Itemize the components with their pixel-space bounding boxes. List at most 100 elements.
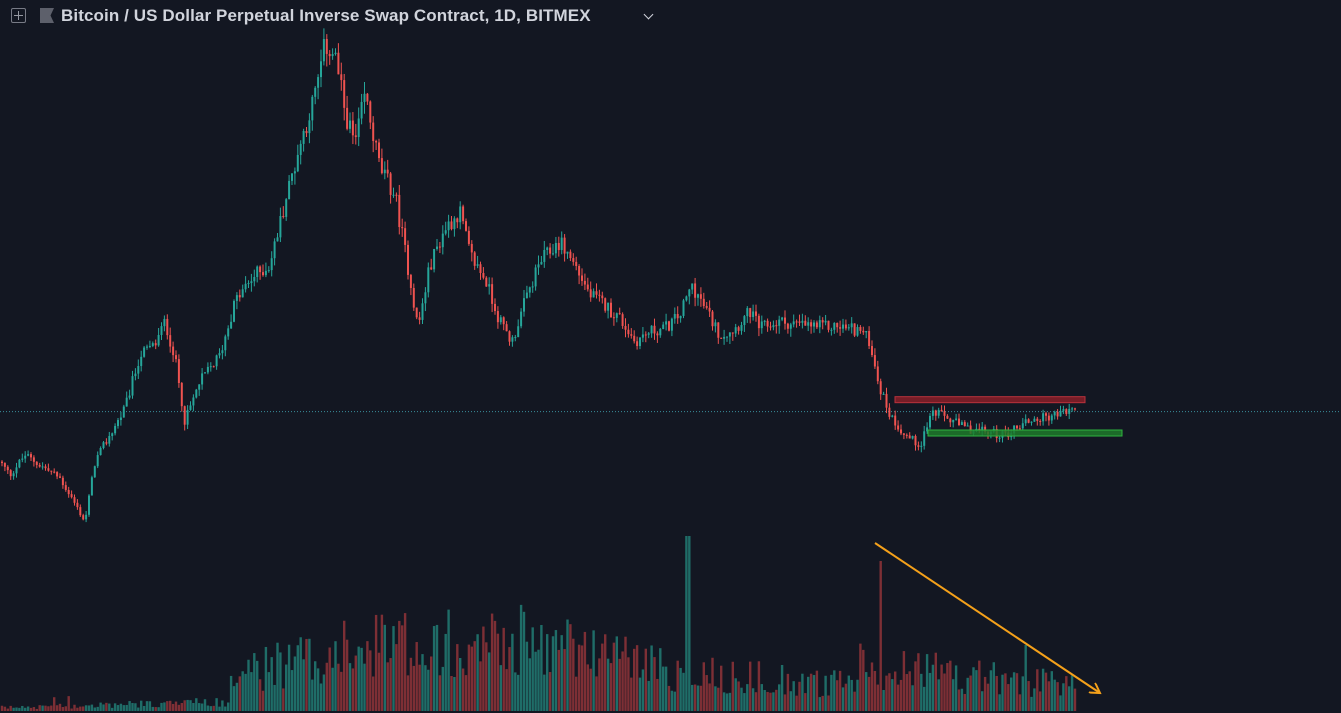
candle bbox=[407, 240, 409, 280]
volume-bar bbox=[221, 700, 224, 711]
volume-bar bbox=[398, 620, 401, 711]
volume-bar bbox=[314, 661, 317, 711]
candle bbox=[853, 323, 856, 338]
volume-downtrend-arrow[interactable] bbox=[874, 542, 1100, 693]
volume-bar bbox=[914, 661, 917, 711]
candle bbox=[96, 451, 99, 469]
candle bbox=[792, 314, 795, 328]
volume-bar bbox=[946, 663, 949, 711]
candle bbox=[726, 336, 728, 342]
volume-bar bbox=[517, 674, 520, 711]
candle bbox=[1033, 416, 1036, 422]
volume-bar bbox=[786, 673, 790, 711]
volume-bar bbox=[496, 633, 500, 711]
candle bbox=[807, 317, 810, 332]
candle bbox=[537, 255, 540, 275]
candle bbox=[235, 292, 238, 310]
candle bbox=[88, 494, 90, 517]
volume-bars bbox=[0, 536, 1077, 711]
candle bbox=[270, 251, 273, 277]
volume-bar bbox=[1001, 674, 1004, 711]
volume-bar bbox=[969, 675, 972, 711]
candle bbox=[18, 458, 21, 469]
volume-bar bbox=[24, 707, 27, 711]
volume-bar bbox=[441, 666, 444, 711]
volume-bar bbox=[894, 671, 897, 711]
candle bbox=[636, 336, 639, 350]
candle bbox=[662, 321, 665, 330]
volume-bar bbox=[952, 679, 955, 711]
volume-bar bbox=[360, 647, 363, 711]
flag-icon[interactable] bbox=[40, 8, 54, 23]
volume-bar bbox=[528, 658, 531, 711]
candle bbox=[285, 198, 288, 221]
volume-bar bbox=[656, 678, 659, 711]
volume-bar bbox=[815, 670, 819, 711]
volume-bar bbox=[508, 647, 511, 711]
resistance-zone[interactable] bbox=[894, 396, 1086, 404]
candle bbox=[1042, 409, 1045, 426]
candle bbox=[604, 297, 607, 313]
candle bbox=[778, 315, 781, 334]
support-zone[interactable] bbox=[927, 429, 1123, 437]
candle bbox=[485, 276, 488, 287]
candle bbox=[291, 173, 293, 185]
volume-bar bbox=[1073, 688, 1077, 711]
candle bbox=[27, 450, 30, 457]
volume-bar bbox=[882, 689, 885, 711]
volume-bar bbox=[989, 670, 993, 711]
candle bbox=[198, 384, 201, 396]
symbol-title[interactable]: Bitcoin / US Dollar Perpetual Inverse Sw… bbox=[61, 6, 591, 25]
volume-bar bbox=[305, 638, 308, 711]
volume-bar bbox=[427, 669, 430, 711]
volume-bar bbox=[409, 657, 413, 711]
candle bbox=[682, 298, 685, 319]
volume-bar bbox=[171, 703, 175, 711]
candle bbox=[641, 327, 644, 343]
volume-bar bbox=[241, 671, 244, 711]
candle bbox=[117, 417, 119, 429]
candle bbox=[528, 286, 531, 298]
candle bbox=[244, 276, 247, 293]
volume-bar bbox=[177, 704, 181, 711]
candle bbox=[911, 435, 914, 440]
candle bbox=[209, 362, 212, 372]
candle bbox=[320, 49, 322, 88]
candle bbox=[830, 327, 833, 336]
candle bbox=[276, 232, 279, 242]
candle bbox=[154, 339, 157, 350]
volume-bar bbox=[102, 704, 105, 711]
volume-bar bbox=[569, 624, 572, 711]
candle bbox=[450, 215, 453, 231]
candle bbox=[839, 320, 842, 336]
candle bbox=[201, 368, 204, 390]
volume-bar bbox=[754, 692, 758, 711]
candle bbox=[871, 340, 873, 358]
candle bbox=[3, 462, 6, 472]
candle bbox=[6, 465, 9, 474]
candle bbox=[41, 462, 44, 470]
candle bbox=[73, 494, 76, 506]
volume-bar bbox=[548, 672, 552, 711]
volume-bar bbox=[830, 674, 833, 711]
volume-bar bbox=[749, 661, 752, 711]
volume-bar bbox=[824, 675, 827, 711]
volume-bar bbox=[169, 700, 172, 711]
candle bbox=[943, 405, 946, 422]
volume-bar bbox=[154, 707, 157, 711]
volume-bar bbox=[276, 642, 279, 711]
plus-square-icon[interactable] bbox=[11, 8, 26, 23]
volume-bar bbox=[679, 667, 682, 711]
volume-bar bbox=[287, 644, 291, 711]
candle bbox=[766, 318, 769, 332]
candle bbox=[447, 214, 450, 238]
candle bbox=[595, 283, 598, 299]
volume-bar bbox=[543, 674, 546, 711]
candle bbox=[873, 348, 876, 369]
candle bbox=[963, 420, 966, 427]
volume-bar bbox=[351, 668, 355, 711]
candle bbox=[691, 283, 694, 295]
volume-bar bbox=[638, 677, 642, 711]
candle bbox=[1065, 408, 1068, 416]
